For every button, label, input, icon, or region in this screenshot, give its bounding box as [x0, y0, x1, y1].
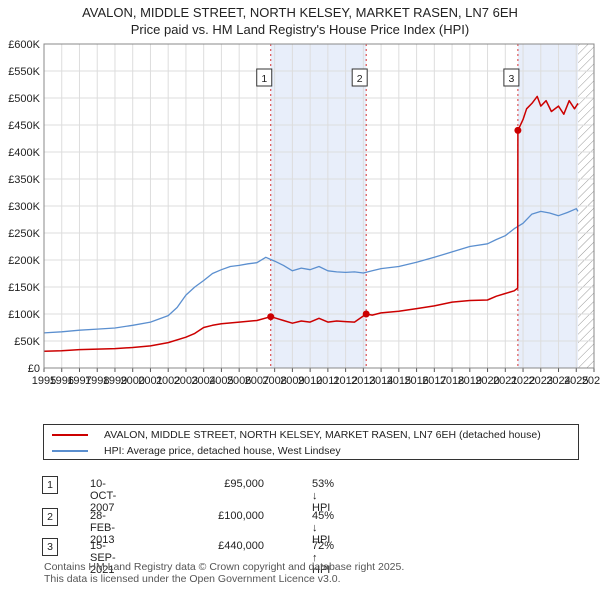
legend-swatch-hpi	[52, 450, 88, 452]
y-tick-label: £0	[28, 363, 40, 375]
x-tick-label: 2012	[333, 375, 357, 387]
y-tick-label: £500K	[8, 93, 40, 105]
y-tick-label: £50K	[14, 336, 40, 348]
transaction-point	[267, 313, 275, 321]
x-tick-label: 2009	[280, 375, 304, 387]
x-tick-label: 2019	[458, 375, 482, 387]
annotation-box	[256, 68, 273, 87]
x-tick-label: 2001	[138, 375, 162, 387]
legend-item-hpi: HPI: Average price, detached house, West…	[52, 443, 341, 459]
x-tick-label: 2013	[351, 375, 375, 387]
legend-label-property: AVALON, MIDDLE STREET, NORTH KELSEY, MAR…	[104, 429, 541, 441]
x-tick-label: 2011	[316, 375, 340, 387]
legend-item-property: AVALON, MIDDLE STREET, NORTH KELSEY, MAR…	[52, 427, 541, 443]
x-tick-label: 2016	[404, 375, 428, 387]
x-tick-label: 2023	[529, 375, 553, 387]
y-tick-label: £100K	[8, 309, 40, 321]
transaction-number: 3	[42, 538, 58, 556]
x-tick-label: 2020	[475, 375, 499, 387]
x-tick-label: 2002	[156, 375, 180, 387]
transaction-price: £100,000	[218, 510, 264, 522]
price-chart: £0 £50K £100K £150K £200K £250K £300K £350K £400…	[8, 39, 600, 387]
transaction-number: 1	[42, 476, 58, 494]
x-tick-label: 2010	[298, 375, 322, 387]
annotation-label: 1	[261, 73, 267, 85]
y-tick-label: £250K	[8, 228, 40, 240]
x-tick-label: 2006	[227, 375, 251, 387]
y-tick-label: £600K	[8, 39, 40, 51]
transaction-price: £95,000	[224, 478, 264, 490]
transaction-date: 15-SEP-2021	[90, 540, 116, 576]
transaction-date: 28-FEB-2013	[90, 510, 116, 546]
legend-label-hpi: HPI: Average price, detached house, West…	[104, 445, 341, 457]
x-tick-label: 2005	[209, 375, 233, 387]
y-tick-label: £450K	[8, 120, 40, 132]
x-tick-label: 2000	[120, 375, 144, 387]
transaction-hpi-diff: 72% ↑ HPI	[312, 540, 335, 576]
x-tick-label: 2017	[422, 375, 446, 387]
x-tick-label: 2021	[493, 375, 517, 387]
x-tick-label: 2018	[440, 375, 464, 387]
transaction-point	[514, 126, 522, 134]
footer-copyright: Contains HM Land Registry data © Crown c…	[44, 561, 405, 573]
transaction-number: 2	[42, 508, 58, 526]
x-tick-label: 2007	[245, 375, 269, 387]
x-tick-label: 2003	[174, 375, 198, 387]
x-tick-label: 1998	[85, 375, 109, 387]
legend-swatch-property	[52, 434, 88, 436]
transaction-price: £440,000	[218, 540, 264, 552]
footer-license: This data is licensed under the Open Gov…	[44, 573, 341, 585]
transaction-hpi-diff: 53% ↓ HPI	[312, 478, 335, 514]
x-tick-label: 2015	[387, 375, 411, 387]
x-tick-label: 2022	[511, 375, 535, 387]
y-tick-label: £300K	[8, 201, 40, 213]
x-tick-label: 2024	[546, 375, 570, 387]
transaction-date: 10-OCT-2007	[90, 478, 117, 514]
annotation-box	[351, 68, 368, 87]
x-tick-label: 1996	[49, 375, 73, 387]
chart-title: AVALON, MIDDLE STREET, NORTH KELSEY, MAR…	[82, 5, 518, 20]
y-tick-label: £550K	[8, 66, 40, 78]
legend: AVALON, MIDDLE STREET, NORTH KELSEY, MAR…	[43, 424, 579, 460]
y-tick-label: £150K	[8, 282, 40, 294]
x-tick-label: 1995	[32, 375, 56, 387]
x-tick-label: 1999	[103, 375, 127, 387]
x-tick-label: 1997	[67, 375, 91, 387]
y-tick-label: £400K	[8, 147, 40, 159]
x-tick-label: 2014	[369, 375, 393, 387]
annotation-box	[503, 68, 520, 87]
series-line-property	[43, 95, 579, 353]
chart-subtitle: Price paid vs. HM Land Registry's House …	[130, 22, 470, 37]
x-tick-label: 2008	[262, 375, 286, 387]
x-tick-label: 2025	[564, 375, 588, 387]
transaction-hpi-diff: 45% ↓ HPI	[312, 510, 335, 546]
y-tick-label: £200K	[8, 255, 40, 267]
series-line-hpi	[43, 208, 579, 334]
transaction-point	[362, 310, 370, 318]
annotation-label: 2	[357, 73, 363, 85]
y-tick-label: £350K	[8, 174, 40, 186]
annotation-label: 3	[508, 73, 514, 85]
x-tick-label: 2004	[191, 375, 215, 387]
plot-frame	[43, 43, 595, 369]
x-tick-label: 2026	[582, 375, 600, 387]
